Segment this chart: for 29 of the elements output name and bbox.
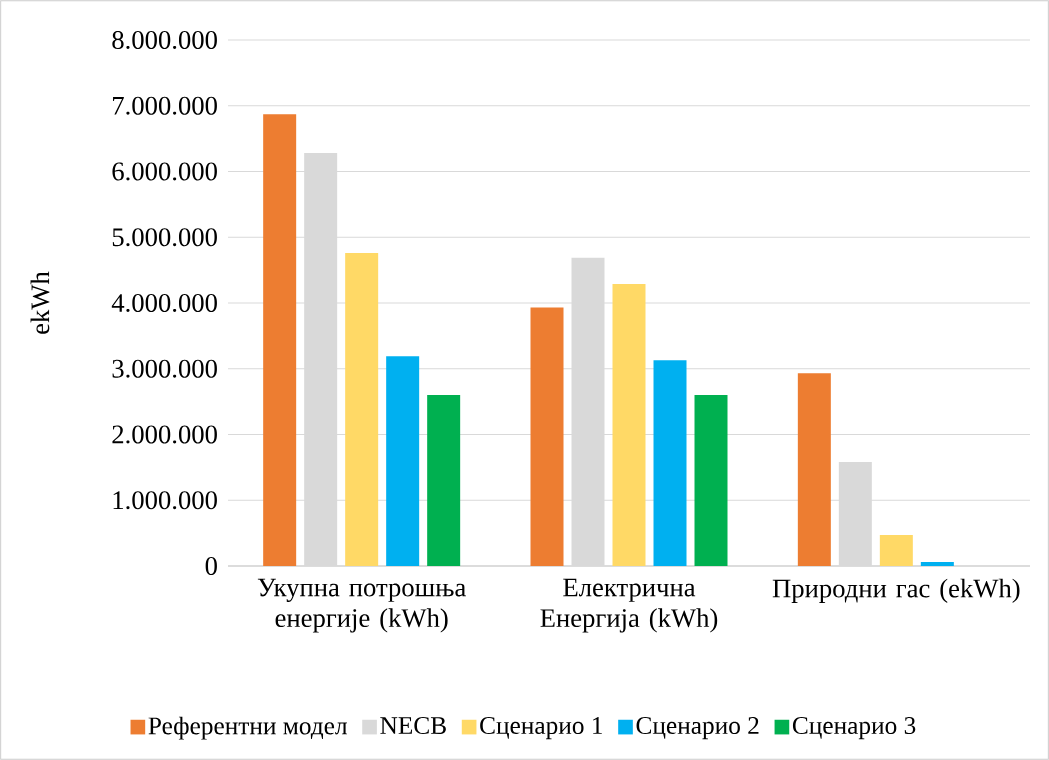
bar xyxy=(694,395,728,566)
legend-label: NECB xyxy=(380,717,446,735)
bar xyxy=(263,114,297,566)
bar xyxy=(653,360,687,566)
legend-label: Сценарио 1 xyxy=(480,717,602,740)
y-tick-label: 3.000.000 xyxy=(112,359,217,378)
bar xyxy=(612,283,646,566)
legend-label: Сценарио 3 xyxy=(792,717,916,740)
y-tick-label: 1.000.000 xyxy=(113,491,217,510)
y-axis-title: ekWh xyxy=(30,271,50,334)
y-tick-label: 7.000.000 xyxy=(113,96,217,115)
y-tick-label: 4.000.000 xyxy=(111,293,217,313)
bar xyxy=(386,356,420,566)
bar xyxy=(879,535,913,566)
bar xyxy=(797,373,831,566)
y-tick-label: 8.000.000 xyxy=(112,30,217,50)
y-tick-label: 5.000.000 xyxy=(112,228,217,247)
legend-label: Сценарио 2 xyxy=(636,717,759,740)
x-tick-label: Електрична Енергија (kWh) xyxy=(540,578,718,633)
legend-label: Референтни модел xyxy=(148,716,347,740)
bar xyxy=(920,562,954,566)
bar xyxy=(530,307,564,566)
y-tick-label: 2.000.000 xyxy=(112,425,217,444)
y-tick-label: 0 xyxy=(205,557,217,575)
bar xyxy=(427,395,461,566)
bar xyxy=(345,253,379,566)
x-tick-label: Природни гас (ekWh) xyxy=(772,578,1020,603)
x-tick-label: Укупна потрошња енергије (kWh) xyxy=(257,578,466,633)
y-tick-label: 6.000.000 xyxy=(112,162,217,181)
